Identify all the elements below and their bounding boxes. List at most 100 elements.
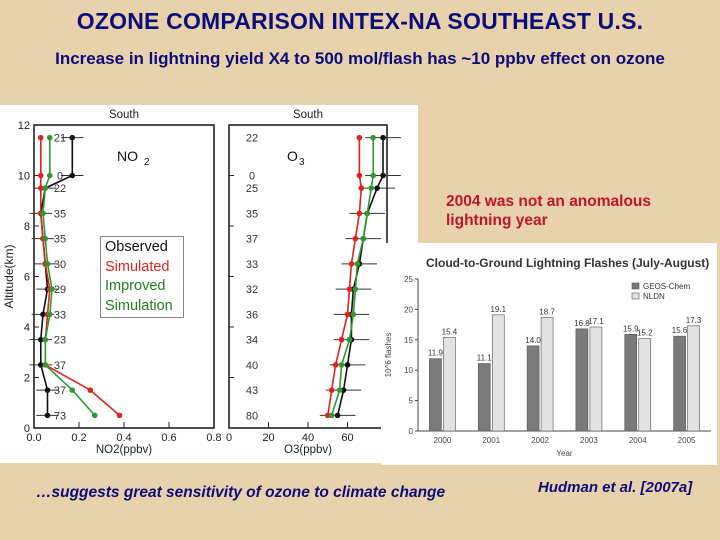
bar-value-label: 16.8 bbox=[574, 319, 590, 328]
sample-count: 32 bbox=[246, 284, 258, 296]
lightning-flash-bar-chart: Cloud-to-Ground Lightning Flashes (July-… bbox=[381, 243, 717, 465]
bar-value-label: 15.2 bbox=[637, 329, 653, 338]
y-tick-label: 10 bbox=[404, 366, 413, 375]
data-point-observed bbox=[37, 362, 44, 368]
x-tick-label: 2003 bbox=[580, 436, 598, 445]
data-point-simulated bbox=[358, 185, 365, 191]
footer-note: …suggests great sensitivity of ozone to … bbox=[36, 484, 446, 501]
bar-nldn bbox=[443, 337, 456, 432]
data-point-simulated bbox=[116, 412, 123, 419]
y-tick-label: 6 bbox=[24, 272, 30, 284]
x-tick-label: 40 bbox=[302, 432, 314, 444]
data-point-simulated bbox=[344, 311, 351, 318]
y-tick-label: 0 bbox=[409, 427, 414, 436]
profile-legend: Observed Simulated Improved Simulation bbox=[100, 236, 184, 318]
bar-value-label: 17.3 bbox=[686, 316, 702, 325]
legend-label: GEOS-Chem bbox=[643, 282, 690, 291]
data-point-simulated bbox=[37, 172, 44, 179]
data-point-improved bbox=[44, 261, 51, 267]
data-point-improved bbox=[352, 286, 359, 292]
no2-profile-panel: South 0.0 0.2 0.4 0.6 0.8 NO2(ppbv) 0 2 4 6 8 10 12 Al… bbox=[2, 109, 222, 456]
o3-profile-panel: South020406080O3(ppbv)220253537333236344… bbox=[226, 109, 401, 456]
data-point-simulated bbox=[352, 235, 359, 242]
sample-count: 0 bbox=[57, 171, 63, 183]
bar-value-label: 15.4 bbox=[442, 327, 458, 336]
data-point-improved bbox=[336, 387, 343, 393]
sample-count: 29 bbox=[54, 284, 66, 296]
data-point-improved bbox=[91, 412, 98, 419]
bar-value-label: 15.9 bbox=[623, 324, 639, 333]
data-point-observed bbox=[69, 172, 76, 179]
data-point-observed bbox=[37, 336, 44, 343]
sample-count: 37 bbox=[54, 360, 66, 372]
data-point-simulated bbox=[338, 336, 345, 343]
bar-geos-chem bbox=[673, 335, 686, 432]
sample-count: 34 bbox=[246, 335, 258, 347]
x-tick-label: 2000 bbox=[434, 436, 452, 445]
y-tick-label: 10 bbox=[18, 171, 30, 183]
y-axis-label: Altitude(km) bbox=[2, 244, 16, 308]
panel-title: South bbox=[109, 109, 139, 121]
sample-count: 36 bbox=[246, 309, 258, 321]
data-point-improved bbox=[46, 134, 53, 141]
data-point-improved bbox=[350, 311, 357, 318]
sample-count: 33 bbox=[54, 309, 66, 321]
x-tick-label: 2001 bbox=[482, 436, 500, 445]
bar-value-label: 19.1 bbox=[490, 305, 506, 314]
bar-value-label: 18.7 bbox=[539, 307, 555, 316]
data-point-simulated bbox=[356, 172, 363, 179]
data-point-improved bbox=[42, 362, 49, 368]
sample-count: 22 bbox=[246, 133, 258, 145]
data-point-improved bbox=[49, 286, 55, 292]
species-label: NO bbox=[117, 148, 138, 164]
sample-count: 22 bbox=[54, 183, 66, 195]
data-point-improved bbox=[69, 387, 76, 393]
sample-count: 21 bbox=[54, 133, 66, 145]
sample-count: 35 bbox=[246, 208, 258, 220]
slide-title: OZONE COMPARISON INTEX-NA SOUTHEAST U.S. bbox=[76, 8, 644, 34]
series-line-observed bbox=[39, 137, 74, 416]
data-point-observed bbox=[69, 134, 76, 141]
data-point-simulated bbox=[324, 412, 331, 419]
data-point-observed bbox=[344, 362, 351, 368]
data-point-improved bbox=[360, 235, 367, 242]
y-axis-label: 10^6 flashes bbox=[384, 333, 393, 378]
data-point-improved bbox=[46, 311, 53, 318]
anomaly-annotation: 2004 was not an anomalous lightning year bbox=[446, 193, 652, 230]
data-point-observed bbox=[44, 387, 51, 393]
slide-subtitle: Increase in lightning yield X4 to 500 mo… bbox=[55, 49, 665, 68]
vertical-profile-chart: South 0.0 0.2 0.4 0.6 0.8 NO2(ppbv) 0 2 4 6 8 10 12 Al… bbox=[0, 105, 418, 463]
y-tick-label: 20 bbox=[404, 305, 413, 314]
legend-swatch bbox=[631, 282, 640, 290]
bar-geos-chem bbox=[477, 363, 491, 432]
data-point-improved bbox=[354, 261, 361, 267]
x-tick-label: 0.2 bbox=[71, 432, 86, 444]
y-tick-label: 4 bbox=[24, 322, 30, 334]
species-label-subscript: 3 bbox=[299, 157, 305, 168]
data-point-observed bbox=[44, 412, 51, 419]
data-point-observed bbox=[40, 311, 46, 318]
data-point-improved bbox=[40, 210, 46, 217]
bar-nldn bbox=[491, 314, 505, 432]
x-axis-label: Year bbox=[556, 449, 573, 458]
data-point-observed bbox=[340, 387, 347, 393]
data-point-improved bbox=[338, 362, 345, 368]
sample-count: 80 bbox=[246, 410, 258, 422]
data-point-simulated bbox=[356, 134, 363, 141]
data-point-simulated bbox=[328, 387, 335, 393]
data-point-simulated bbox=[346, 286, 353, 292]
data-point-improved bbox=[42, 235, 49, 242]
bar-nldn bbox=[687, 325, 700, 432]
y-tick-label: 25 bbox=[404, 275, 413, 284]
data-point-improved bbox=[346, 336, 353, 343]
sample-count: 35 bbox=[54, 208, 66, 220]
sample-count: 37 bbox=[246, 234, 258, 246]
data-point-improved bbox=[42, 185, 49, 191]
bar-value-label: 11.1 bbox=[477, 354, 493, 363]
data-point-improved bbox=[328, 412, 335, 419]
bar-geos-chem bbox=[575, 328, 589, 432]
bar-geos-chem bbox=[526, 345, 540, 432]
x-tick-label: 0.0 bbox=[26, 432, 41, 444]
bar-geos-chem bbox=[429, 358, 442, 432]
sample-count: 23 bbox=[54, 335, 66, 347]
